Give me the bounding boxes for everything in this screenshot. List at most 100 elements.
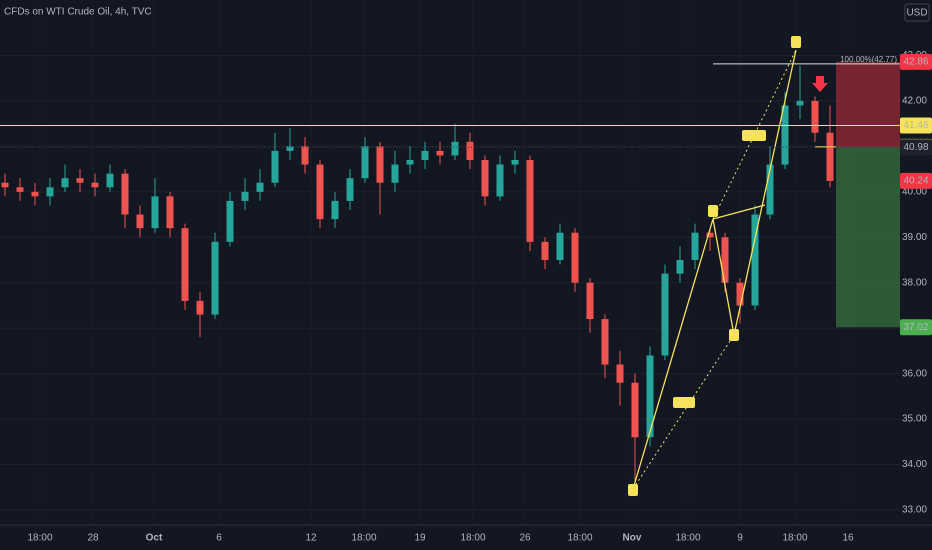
candle-body [496, 164, 504, 197]
price-label-bg [900, 319, 932, 336]
candle-body [421, 150, 429, 160]
candle-body [691, 232, 699, 260]
x-tick-label: 18:00 [782, 533, 807, 544]
candle-body [91, 182, 99, 188]
candle-body [646, 355, 654, 438]
chart-title: CFDs on WTI Crude Oil, 4h, TVC [4, 7, 152, 18]
y-tick-label: 34.00 [902, 459, 927, 470]
candle-body [706, 232, 714, 238]
overlay: 100.00%(42.77) [0, 36, 900, 496]
x-tick-label: 18:00 [675, 533, 700, 544]
axis-bg [900, 0, 932, 525]
pattern-dotted [632, 334, 735, 490]
stop-zone [836, 61, 900, 147]
candle-body [586, 282, 594, 320]
price-axis: 33.0034.0035.0036.0037.0038.0039.0040.00… [900, 0, 932, 525]
candle-body [361, 146, 369, 179]
x-tick-label: 18:00 [351, 533, 376, 544]
candle-body [511, 160, 519, 165]
price-label: 42.86 [903, 56, 928, 67]
y-tick-label: 40.00 [902, 186, 927, 197]
x-tick-label: Nov [623, 533, 642, 544]
candle-body [826, 132, 834, 181]
pattern-point [791, 36, 801, 48]
candle-body [196, 300, 204, 315]
candle-body [436, 150, 444, 156]
y-tick-label: 36.00 [902, 368, 927, 379]
price-label-bg [900, 53, 932, 70]
y-tick-label: 42.00 [902, 96, 927, 107]
x-tick-label: 18:00 [27, 533, 52, 544]
sell-arrow [812, 76, 828, 92]
x-tick-label: 18:00 [567, 533, 592, 544]
candle-body [721, 237, 729, 283]
candle-body [766, 164, 774, 215]
price-label-bg [900, 117, 932, 134]
target-zone [836, 146, 900, 328]
candle-body [241, 191, 249, 201]
candle-body [796, 100, 804, 106]
candle-body [256, 182, 264, 192]
pattern-point [729, 329, 739, 341]
candle-body [451, 141, 459, 156]
x-tick-label: 16 [842, 533, 854, 544]
candle-body [601, 319, 609, 365]
ratio-box [673, 397, 695, 408]
candle-body [736, 282, 744, 306]
candle-body [226, 200, 234, 242]
candle-body [121, 173, 129, 215]
candles [1, 65, 834, 483]
pattern-point [628, 484, 638, 496]
y-tick-label: 33.00 [902, 505, 927, 516]
candle-body [151, 196, 159, 229]
pattern-point [708, 205, 718, 217]
candle-body [481, 160, 489, 197]
candle-body [211, 241, 219, 315]
x-tick-label: 6 [216, 533, 222, 544]
pattern-line [632, 49, 797, 490]
pattern-line [712, 204, 766, 220]
candle-body [571, 232, 579, 283]
x-tick-label: 28 [87, 533, 99, 544]
candle-body [391, 164, 399, 183]
price-label: 40.24 [903, 176, 928, 187]
candle-body [61, 178, 69, 188]
candle-body [466, 141, 474, 160]
ratio-box [742, 130, 766, 141]
x-tick-label: Oct [146, 533, 163, 544]
candle-body [751, 214, 759, 306]
annotation: 100.00%(42.77) [840, 55, 897, 64]
candle-body [271, 150, 279, 183]
x-tick-label: 9 [737, 533, 743, 544]
candle-body [406, 160, 414, 165]
x-tick-label: 26 [519, 533, 531, 544]
candle-body [781, 105, 789, 165]
candle-body [661, 273, 669, 356]
y-tick-label: 38.00 [902, 277, 927, 288]
candle-body [556, 232, 564, 260]
candle-body [16, 187, 24, 192]
x-tick-label: 19 [414, 533, 426, 544]
price-label-bg [900, 139, 932, 156]
price-label: 41.46 [903, 120, 928, 131]
candle-body [631, 382, 639, 438]
candle-body [76, 178, 84, 183]
y-tick-label: 39.00 [902, 232, 927, 243]
candle-body [376, 146, 384, 183]
candle-body [316, 164, 324, 220]
candle-body [166, 196, 174, 229]
candle-body [286, 146, 294, 151]
candle-body [46, 187, 54, 197]
price-label: 37.02 [903, 322, 928, 333]
y-tick-label: 35.00 [902, 414, 927, 425]
x-tick-label: 12 [305, 533, 317, 544]
candle-body [346, 178, 354, 201]
candle-body [811, 100, 819, 133]
price-label-bg [900, 172, 932, 189]
candle-body [526, 160, 534, 242]
pattern-dotted [712, 49, 797, 220]
candle-body [181, 228, 189, 301]
currency-box [904, 3, 930, 22]
